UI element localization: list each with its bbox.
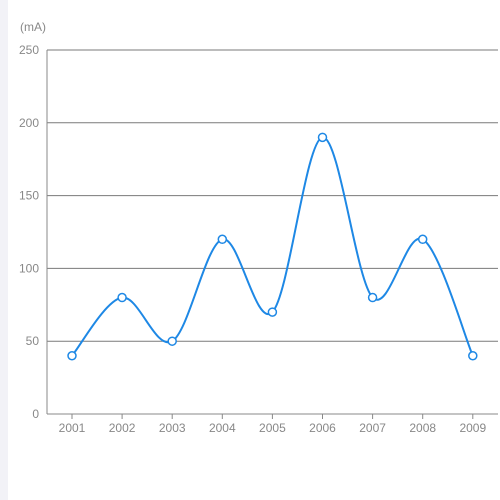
- series-line: [71, 136, 474, 357]
- left-edge-strip: [0, 0, 8, 500]
- y-tick-label: 50: [26, 334, 40, 348]
- data-point[interactable]: [417, 234, 428, 245]
- x-tick-label: 2003: [159, 421, 186, 435]
- x-tick-label: 2004: [209, 421, 236, 435]
- data-points: [67, 132, 478, 361]
- y-tick-label: 0: [32, 407, 39, 421]
- data-point[interactable]: [117, 292, 127, 303]
- y-tick-label: 250: [19, 43, 39, 57]
- data-point[interactable]: [67, 351, 77, 361]
- x-tick-label: 2006: [309, 421, 336, 435]
- y-unit-label: (mA): [20, 20, 46, 34]
- y-tick-label: 150: [19, 189, 39, 203]
- data-point[interactable]: [267, 307, 278, 317]
- x-tick-label: 2009: [459, 421, 486, 435]
- data-point[interactable]: [468, 351, 478, 361]
- data-point[interactable]: [317, 132, 328, 143]
- x-tick-label: 2002: [109, 421, 136, 435]
- x-tick-label: 2001: [59, 421, 86, 435]
- x-tick-label: 2005: [259, 421, 286, 435]
- y-tick-label: 100: [19, 261, 39, 275]
- data-point[interactable]: [217, 234, 228, 245]
- x-axis: 2001 2002 2003 2004 2005 2006 2007 2008 2009: [47, 413, 498, 435]
- x-tick-label: 2008: [409, 421, 436, 435]
- data-point[interactable]: [367, 292, 378, 303]
- grid-lines: [47, 49, 498, 342]
- y-tick-label: 200: [19, 116, 39, 130]
- x-tick-label: 2007: [359, 421, 386, 435]
- y-axis: 0 50 100 150 200 250: [19, 43, 48, 421]
- data-point[interactable]: [167, 336, 177, 346]
